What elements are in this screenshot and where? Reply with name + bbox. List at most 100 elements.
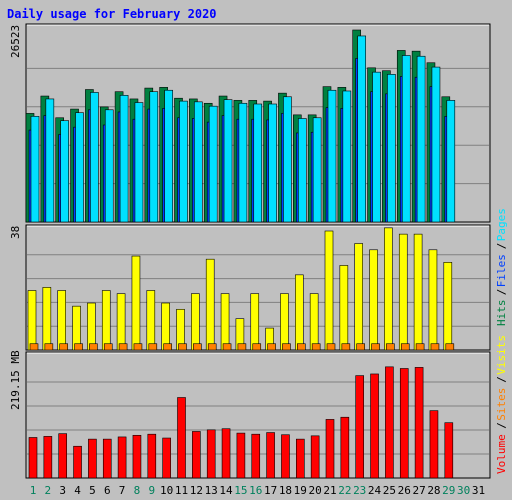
bar-volume-day-22 <box>340 416 350 479</box>
bar-sites-day-15 <box>237 343 247 351</box>
bar-pages-day-23 <box>357 35 367 223</box>
bar-volume-day-10 <box>162 437 171 479</box>
x-tick-label-day-25: 25 <box>383 484 396 497</box>
bar-volume-day-2 <box>43 436 53 479</box>
bar-pages-day-6 <box>104 109 114 223</box>
bar-visits-day-16 <box>250 293 260 351</box>
x-tick-label-day-7: 7 <box>119 484 126 497</box>
bar-volume-day-4 <box>73 445 82 479</box>
x-tick-label-day-27: 27 <box>412 484 425 497</box>
x-tick-label-day-11: 11 <box>175 484 188 497</box>
bar-visits-day-10 <box>161 302 170 351</box>
bar-pages-day-21 <box>327 89 337 223</box>
x-tick-label-day-24: 24 <box>368 484 382 497</box>
bar-visits-day-20 <box>309 293 319 351</box>
legend-pages: Pages <box>495 208 508 241</box>
x-tick-label-day-16: 16 <box>249 484 262 497</box>
bar-volume-day-16 <box>251 433 261 479</box>
x-tick-label-day-13: 13 <box>205 484 218 497</box>
bar-visits-day-13 <box>205 258 215 351</box>
bar-pages-day-29 <box>446 100 456 223</box>
bar-pages-day-15 <box>238 102 248 223</box>
bar-volume-day-12 <box>192 431 201 479</box>
x-tick-label-day-1: 1 <box>30 484 37 497</box>
bar-sites-day-21 <box>326 343 336 351</box>
bar-sites-day-26 <box>400 343 410 351</box>
bar-volume-day-23 <box>355 375 365 479</box>
bar-volume-day-9 <box>147 433 157 479</box>
bar-visits-day-22 <box>339 265 349 351</box>
bar-visits-day-12 <box>191 293 200 351</box>
bar-pages-day-14 <box>223 99 233 223</box>
bar-visits-day-5 <box>87 302 96 351</box>
bar-visits-day-8 <box>131 255 141 351</box>
x-tick-label-day-4: 4 <box>74 484 81 497</box>
bar-sites-day-29 <box>445 343 455 351</box>
bar-pages-day-28 <box>431 66 441 223</box>
bar-pages-day-10 <box>164 89 173 223</box>
x-tick-label-day-5: 5 <box>89 484 96 497</box>
legend-top-separator: / <box>495 289 508 296</box>
bar-visits-day-19 <box>294 274 304 351</box>
bar-visits-day-21 <box>324 230 334 351</box>
x-tick-label-day-18: 18 <box>279 484 292 497</box>
y-label-volume-max: 219.15 MB <box>9 350 22 410</box>
bar-sites-day-4 <box>74 343 83 351</box>
bar-volume-day-14 <box>221 428 231 479</box>
bar-volume-day-21 <box>325 419 335 479</box>
bar-pages-day-16 <box>253 103 263 223</box>
bar-pages-day-1 <box>30 116 40 223</box>
bar-visits-day-14 <box>220 293 230 351</box>
bar-pages-day-4 <box>75 112 84 223</box>
x-tick-label-day-23: 23 <box>353 484 366 497</box>
bar-volume-day-11 <box>177 397 186 479</box>
x-tick-label-day-8: 8 <box>134 484 141 497</box>
legend-files: Files <box>495 254 508 287</box>
legend-hits: Hits <box>495 300 508 327</box>
bar-volume-day-7 <box>117 436 127 479</box>
x-tick-label-day-2: 2 <box>45 484 52 497</box>
bar-visits-day-26 <box>398 233 408 351</box>
x-tick-label-day-31: 31 <box>472 484 485 497</box>
x-tick-label-day-9: 9 <box>148 484 155 497</box>
bar-volume-day-27 <box>414 367 424 479</box>
bar-visits-day-27 <box>413 233 423 351</box>
bar-pages-day-27 <box>416 55 426 223</box>
bar-sites-day-2 <box>44 343 54 351</box>
bar-volume-day-19 <box>295 438 305 479</box>
legend-top-separator: / <box>495 243 508 250</box>
bar-sites-day-24 <box>371 343 380 351</box>
x-tick-label-day-26: 26 <box>398 484 411 497</box>
bar-visits-day-18 <box>280 293 289 351</box>
bar-visits-day-24 <box>369 249 378 351</box>
x-tick-label-day-12: 12 <box>190 484 203 497</box>
x-tick-label-day-17: 17 <box>264 484 277 497</box>
bar-volume-day-24 <box>370 373 379 479</box>
bar-volume-day-1 <box>28 437 38 479</box>
legend-visits: Visits <box>495 335 508 375</box>
bar-visits-day-25 <box>384 227 393 351</box>
bar-pages-day-9 <box>149 91 159 223</box>
bar-volume-day-17 <box>266 432 275 479</box>
x-tick-label-day-14: 14 <box>219 484 233 497</box>
legend-bottom-separator: / <box>495 422 508 429</box>
bar-volume-day-8 <box>132 434 142 479</box>
bar-pages-day-12 <box>194 101 203 223</box>
bar-pages-day-20 <box>312 117 322 223</box>
bar-pages-day-17 <box>268 103 277 223</box>
x-tick-label-day-15: 15 <box>234 484 247 497</box>
x-tick-label-day-3: 3 <box>59 484 66 497</box>
bar-sites-day-9 <box>148 343 158 351</box>
bar-sites-day-20 <box>311 343 321 351</box>
bar-visits-day-28 <box>428 249 438 351</box>
bar-pages-day-22 <box>342 90 352 223</box>
bar-volume-day-29 <box>444 422 454 479</box>
bar-sites-day-3 <box>59 343 69 351</box>
x-tick-label-day-22: 22 <box>338 484 351 497</box>
bar-visits-day-4 <box>72 305 81 351</box>
legend-bottom-separator: / <box>495 376 508 383</box>
bar-pages-day-3 <box>60 120 70 223</box>
x-tick-label-day-21: 21 <box>323 484 336 497</box>
bar-visits-day-3 <box>57 290 67 351</box>
